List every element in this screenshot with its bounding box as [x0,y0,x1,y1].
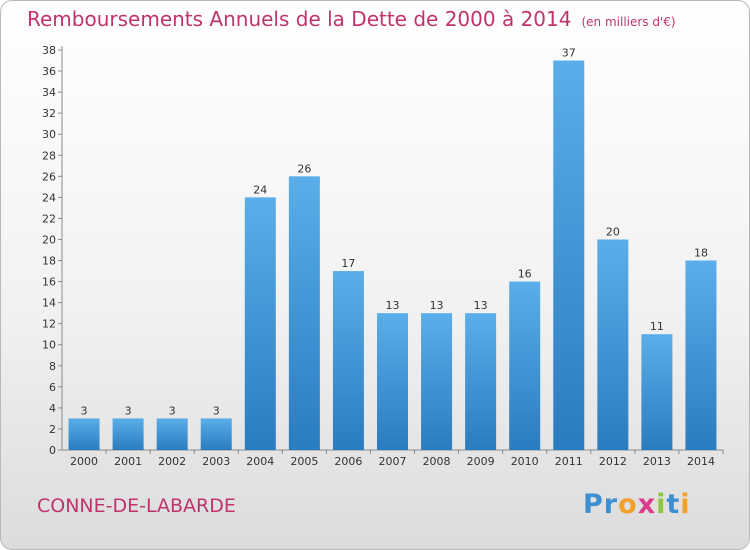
bar-2005 [288,176,320,450]
proxiti-logo: Proxiti [583,489,691,520]
y-tick-label: 22 [42,212,56,225]
bar-value-label: 20 [606,225,620,238]
y-tick-label: 18 [42,255,56,268]
x-tick-label: 2002 [158,455,186,468]
x-tick-label: 2009 [467,455,495,468]
y-tick-label: 38 [42,44,56,57]
bar-value-label: 17 [341,257,355,270]
x-tick-label: 2003 [202,455,230,468]
chart-subtitle: (en milliers d'€) [581,15,676,29]
y-tick-label: 16 [42,276,56,289]
bar-2009 [465,313,497,450]
bar-2007 [377,313,408,450]
y-tick-label: 32 [42,107,56,120]
bar-2004 [244,197,276,450]
y-tick-label: 10 [42,339,56,352]
bar-value-label: 3 [213,404,220,417]
y-tick-label: 24 [42,191,56,204]
y-tick-label: 36 [42,65,56,78]
bar-value-label: 3 [169,404,176,417]
x-tick-label: 2006 [334,455,362,468]
x-tick-label: 2005 [290,455,318,468]
bar-value-label: 18 [694,247,708,260]
bar-2001 [112,418,144,450]
x-tick-label: 2004 [246,455,274,468]
bar-2010 [509,281,541,450]
y-tick-label: 26 [42,170,56,183]
bar-value-label: 13 [430,299,444,312]
y-tick-label: 6 [49,381,56,394]
x-axis: 2000 2001 2002 2003 2004 2005 2006 2007 2008 2009… [62,449,724,468]
bar-2006 [332,271,364,450]
x-tick-label: 2012 [599,455,627,468]
bar-2014 [685,260,717,450]
bar-value-label: 13 [474,299,488,312]
x-tick-label: 2013 [643,455,671,468]
y-tick-label: 8 [49,360,56,373]
y-tick-label: 34 [42,86,56,99]
bar-2012 [597,239,629,450]
x-tick-label: 2011 [555,455,583,468]
y-tick-label: 20 [42,233,56,246]
chart-title-text: Remboursements Annuels de la Dette de 20… [27,7,572,31]
bar-value-label: 3 [81,404,88,417]
x-tick-label: 2007 [379,455,407,468]
logo-letter: i [656,489,667,520]
bar-2008 [421,313,453,450]
bar-value-label: 11 [650,320,664,333]
logo-letter: r [603,489,619,520]
y-tick-label: 28 [42,149,56,162]
bar-2003 [200,418,232,450]
x-tick-label: 2008 [423,455,451,468]
logo-letter: i [680,489,691,520]
x-tick-label: 2000 [70,455,98,468]
bars: 3 3 3 3 24 26 17 13 13 13 16 37 20 11 18 [68,47,717,451]
x-tick-label: 2001 [114,455,142,468]
bar-value-label: 26 [297,162,311,175]
logo-letter: P [583,489,604,520]
bar-2000 [68,418,100,450]
x-tick-label: 2010 [511,455,539,468]
bar-2002 [156,418,188,450]
logo-letter: o [618,489,638,520]
y-tick-label: 4 [49,402,56,415]
bar-value-label: 3 [125,404,132,417]
bar-2013 [641,334,673,450]
bar-value-label: 24 [253,183,267,196]
bar-value-label: 16 [518,268,532,281]
logo-letter: t [666,489,681,520]
x-tick-label: 2014 [687,455,715,468]
y-tick-label: 14 [42,297,56,310]
chart-title: Remboursements Annuels de la Dette de 20… [27,7,676,31]
y-tick-label: 0 [49,444,56,457]
bar-value-label: 13 [386,299,400,312]
logo-letter: x [637,489,657,520]
bar-2011 [553,60,585,451]
y-tick-label: 30 [42,128,56,141]
bar-value-label: 37 [562,47,576,60]
y-tick-label: 2 [49,423,56,436]
y-tick-label: 12 [42,318,56,331]
commune-name: CONNE-DE-LABARDE [37,495,236,517]
